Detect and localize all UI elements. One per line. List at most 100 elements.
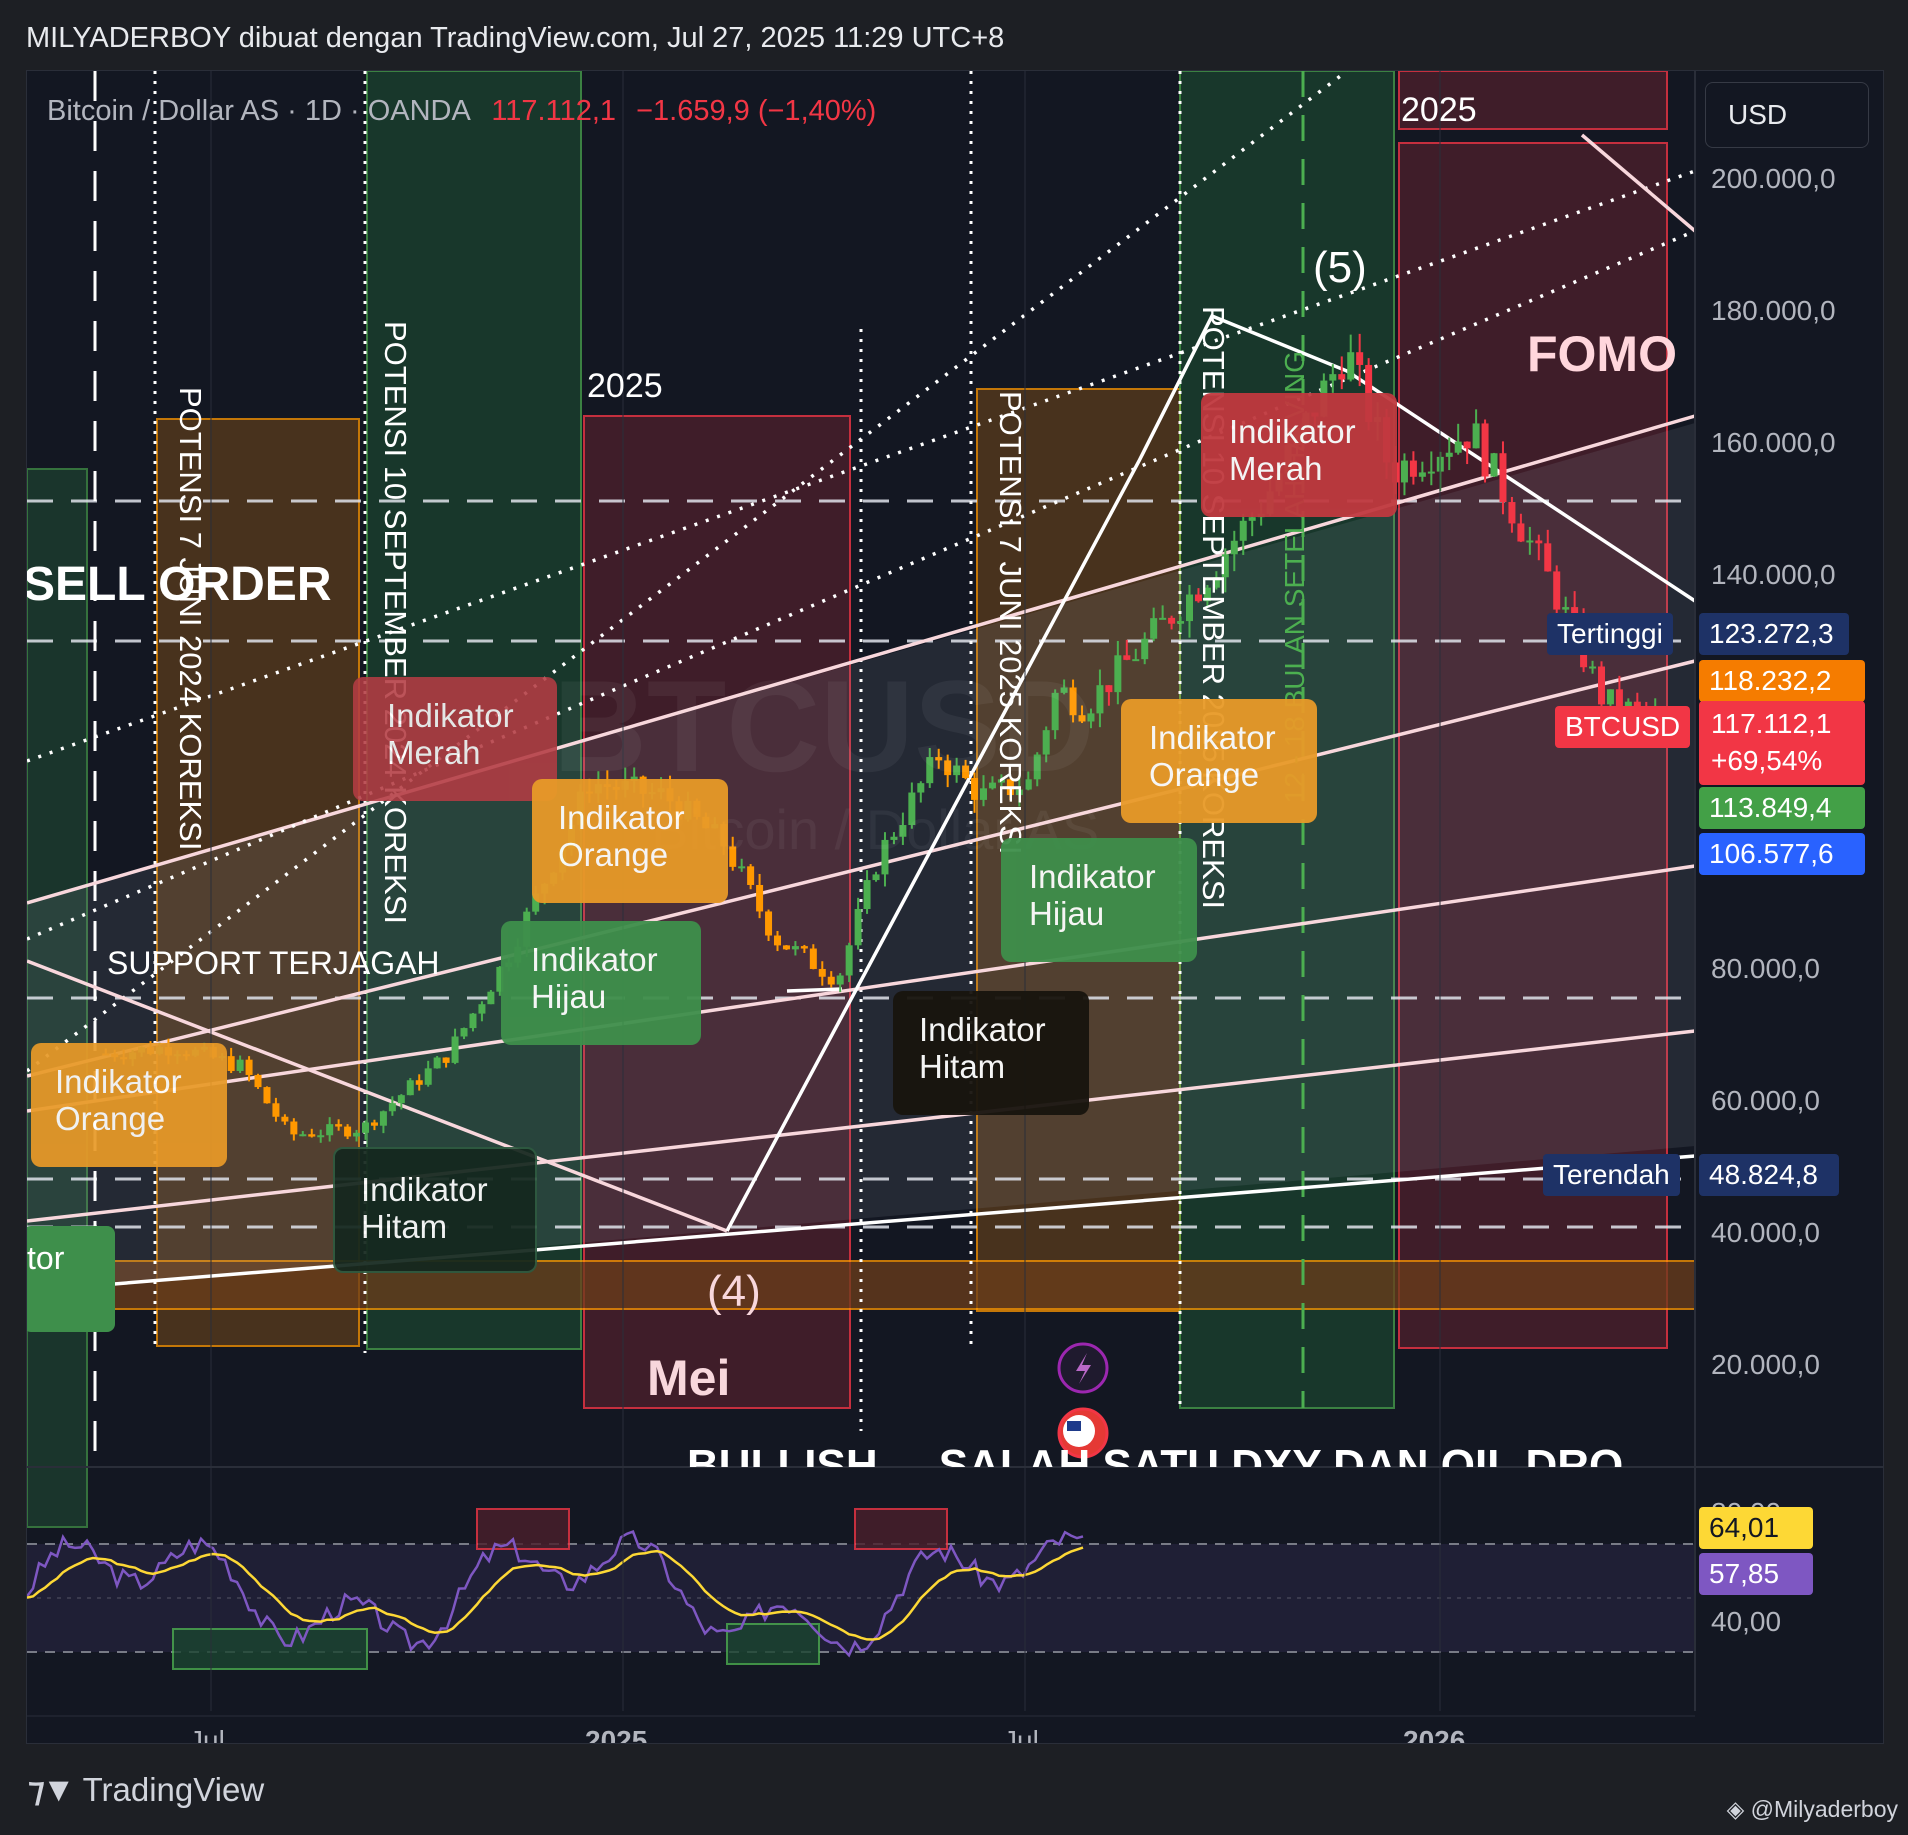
- candle-body: [872, 874, 880, 881]
- candle-body: [1024, 779, 1032, 790]
- candle-body: [353, 1132, 361, 1137]
- candle-body: [890, 836, 898, 840]
- candle-body: [747, 866, 755, 885]
- candle-body: [630, 776, 638, 781]
- candle-body: [756, 884, 764, 912]
- candle-body: [1114, 655, 1122, 693]
- candle-body: [1427, 471, 1435, 474]
- time-label: 2025: [585, 1725, 648, 1744]
- candle-body: [1150, 618, 1158, 639]
- last-price-tag: 117.112,1 +69,54%: [1699, 701, 1865, 785]
- callout-indikator-orange-1: Indikator Orange: [31, 1043, 227, 1167]
- price-chart[interactable]: [27, 71, 1883, 1743]
- blue-value-tag: 106.577,6: [1699, 833, 1865, 875]
- label-potensi-jun-2025: POTENSI 7 JUNI 2025 KOREKSI: [993, 391, 1028, 855]
- label-bullish: BULLISH ... SALAH SATU DXY DAN OIL DRO: [687, 1441, 1624, 1467]
- time-label: Jul: [1003, 1725, 1039, 1744]
- candle-body: [827, 976, 835, 985]
- candle-body: [1329, 374, 1337, 381]
- candle-body: [397, 1095, 405, 1104]
- diamond-icon: ◈: [1726, 1796, 1745, 1822]
- candle-body: [1212, 577, 1220, 588]
- candle-body: [881, 839, 889, 875]
- zone-orange-jun-2024: [156, 418, 360, 1347]
- author-credit: ◈ @Milyaderboy: [1726, 1796, 1898, 1822]
- candle-body: [344, 1126, 352, 1137]
- candle-body: [935, 757, 943, 761]
- candle-body: [245, 1059, 253, 1075]
- price-tick: 40.000,0: [1711, 1217, 1820, 1248]
- candle-body: [1454, 441, 1462, 453]
- candle-body: [1606, 689, 1614, 705]
- candle-body: [460, 1028, 468, 1037]
- candle-body: [1069, 687, 1077, 716]
- low-label-tag: Terendah: [1543, 1154, 1680, 1196]
- symbol-legend[interactable]: Bitcoin / Dollar AS · 1D · OANDA 117.112…: [47, 95, 876, 128]
- high-label-tag: Tertinggi: [1547, 613, 1673, 655]
- tradingview-logo[interactable]: ⁊▼ TradingView: [28, 1770, 264, 1810]
- price-tick: 160.000,0: [1711, 427, 1836, 458]
- candle-body: [1087, 713, 1095, 722]
- candle-body: [854, 909, 862, 946]
- rsi-tick: 40,00: [1711, 1606, 1782, 1637]
- candle-body: [1221, 554, 1229, 578]
- candle-body: [1060, 687, 1068, 693]
- time-axis[interactable]: Jul 2025 Jul 2026: [27, 1713, 1695, 1744]
- price-tick: 20.000,0: [1711, 1349, 1820, 1380]
- rsi-value-tag: 64,01: [1699, 1507, 1813, 1549]
- candle-body: [532, 893, 540, 912]
- candle-body: [1463, 441, 1471, 449]
- price-tick: 140.000,0: [1711, 559, 1836, 590]
- candle-body: [1490, 453, 1498, 477]
- candle-body: [1015, 789, 1023, 796]
- candle-body: [415, 1080, 423, 1085]
- candle-body: [308, 1134, 316, 1137]
- candle-body: [1598, 666, 1605, 705]
- candle-body: [290, 1121, 298, 1135]
- candle-body: [1633, 701, 1641, 707]
- candle-body: [1248, 517, 1256, 521]
- candle-body: [299, 1134, 307, 1137]
- currency-button[interactable]: USD: [1705, 82, 1869, 148]
- candle-body: [254, 1074, 262, 1088]
- chart-frame[interactable]: BTCUSD Bitcoin / Dollar AS POTENSI 7 JUN…: [26, 70, 1884, 1744]
- label-partial: tor: [27, 1226, 115, 1332]
- candle-body: [1562, 607, 1570, 610]
- candle-body: [1177, 621, 1185, 624]
- candle-body: [326, 1124, 334, 1136]
- candle-body: [1051, 692, 1059, 731]
- candle-body: [765, 911, 773, 936]
- price-axis[interactable]: 200.000,0 180.000,0 160.000,0 140.000,0 …: [1697, 71, 1883, 1711]
- candle-body: [263, 1087, 271, 1104]
- candle-body: [1006, 779, 1014, 796]
- callout-indikator-merah-1: Indikator Merah: [353, 677, 557, 801]
- candle-body: [1409, 460, 1417, 477]
- candle-body: [971, 777, 979, 800]
- candle-body: [953, 765, 961, 776]
- label-sell-order: SELL ORDER: [26, 558, 332, 611]
- candle-body: [1239, 520, 1247, 541]
- callout-indikator-orange-3: Indikator Orange: [1121, 699, 1317, 823]
- price-tick: 60.000,0: [1711, 1085, 1820, 1116]
- candle-body: [1481, 423, 1489, 477]
- candle-body: [1042, 730, 1050, 755]
- candle-body: [317, 1135, 325, 1138]
- last-price-value: 117.112,1: [1711, 708, 1832, 739]
- candle-body: [1508, 502, 1516, 524]
- green-value-tag: 113.849,4: [1699, 787, 1865, 829]
- candle-body: [478, 1004, 486, 1014]
- orange-value-tag: 118.232,2: [1699, 660, 1865, 702]
- candle-body: [1517, 523, 1525, 542]
- time-label: Jul: [189, 1725, 225, 1744]
- candle-body: [388, 1103, 396, 1112]
- zone-red-top: [1398, 71, 1668, 130]
- candle-body: [1168, 617, 1176, 624]
- time-label: 2026: [1403, 1725, 1466, 1744]
- candle-body: [1589, 666, 1597, 669]
- candle-body: [1105, 685, 1113, 693]
- candle-body: [1203, 587, 1211, 602]
- callout-indikator-hijau-2: Indikator Hijau: [1001, 838, 1197, 962]
- candle-body: [917, 783, 925, 793]
- tradingview-brand: TradingView: [82, 1771, 265, 1808]
- candle-body: [1535, 540, 1543, 544]
